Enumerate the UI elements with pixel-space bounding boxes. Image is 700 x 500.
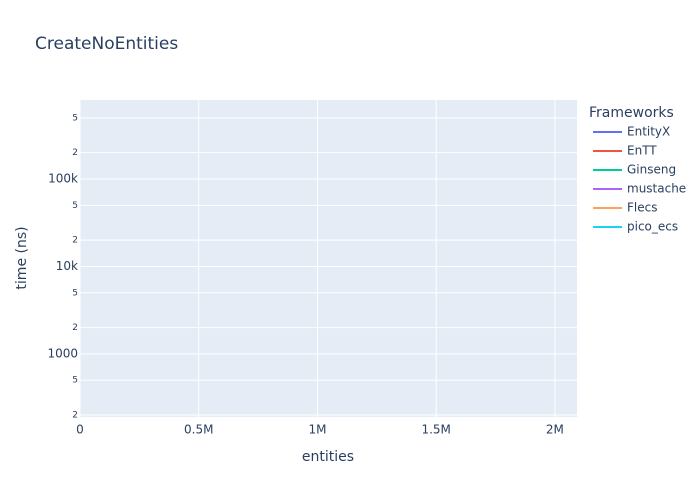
legend-label: EnTT <box>627 144 657 158</box>
y-tick-label: 5 <box>72 288 78 298</box>
y-tick-label: 5 <box>72 113 78 123</box>
x-tick-label: 1M <box>308 423 326 437</box>
x-tick-label: 2M <box>546 423 564 437</box>
y-tick-label: 2 <box>72 148 78 158</box>
y-tick-label: 2 <box>72 411 78 421</box>
legend-title: Frameworks <box>589 105 674 121</box>
y-axis-title: time (ns) <box>14 226 30 289</box>
x-tick-label: 0.5M <box>184 423 213 437</box>
legend-label: EntityX <box>627 125 670 139</box>
y-tick-label: 1000 <box>47 346 78 360</box>
y-tick-label: 10k <box>56 259 78 273</box>
chart-title: CreateNoEntities <box>35 34 178 54</box>
x-tick-label: 1.5M <box>421 423 450 437</box>
y-tick-label: 5 <box>72 376 78 386</box>
y-tick-label: 100k <box>48 171 78 185</box>
legend-label: mustache <box>627 182 686 196</box>
x-axis-title: entities <box>302 449 354 465</box>
legend-label: pico_ecs <box>627 220 678 234</box>
y-tick-label: 2 <box>72 323 78 333</box>
y-tick-label: 5 <box>72 201 78 211</box>
x-tick-label: 0 <box>76 423 84 437</box>
legend-label: Ginseng <box>627 163 676 177</box>
plot-area <box>80 100 577 417</box>
y-tick-label: 2 <box>72 236 78 246</box>
legend-label: Flecs <box>627 201 657 215</box>
